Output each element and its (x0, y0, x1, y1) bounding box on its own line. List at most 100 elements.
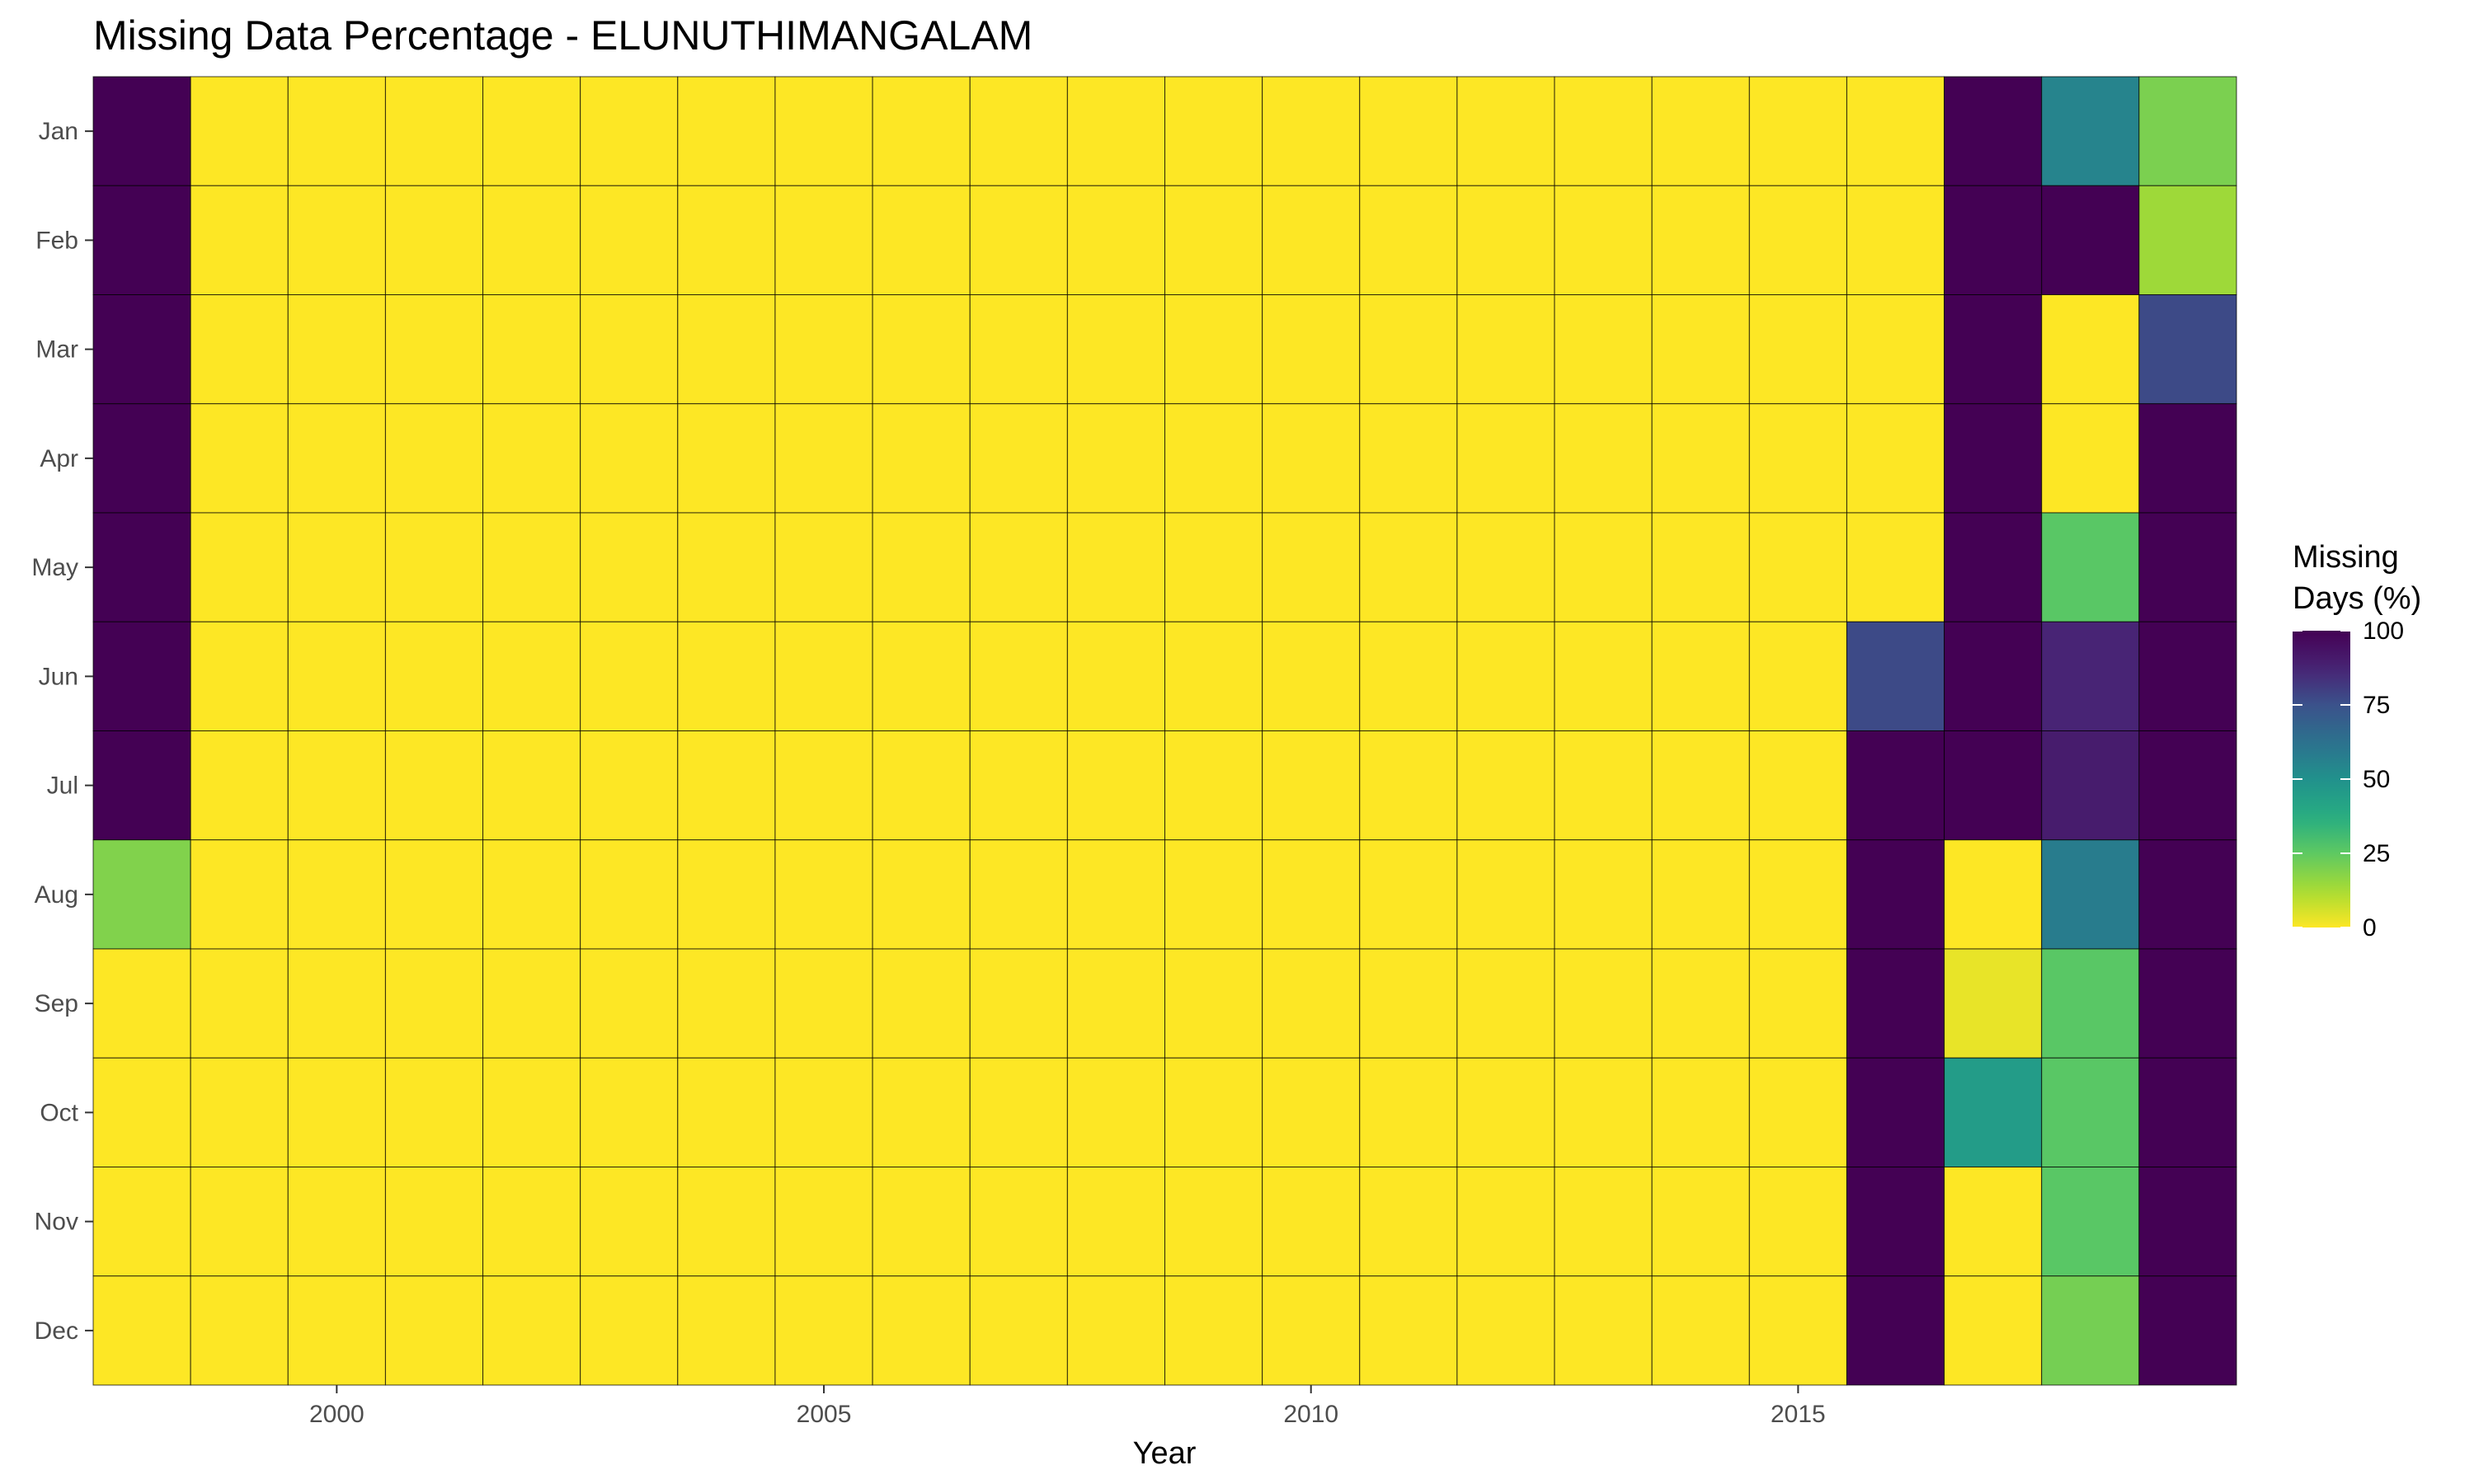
heatmap-cell-sep-2002 (482, 948, 581, 1059)
heatmap-cell-dec-2014 (1651, 1275, 1750, 1386)
heatmap-cell-feb-2001 (384, 185, 484, 295)
heatmap-cell-dec-2012 (1456, 1275, 1555, 1386)
heatmap-cell-mar-2018 (2041, 294, 2140, 405)
heatmap-cell-aug-2014 (1651, 839, 1750, 950)
heatmap-cell-jun-2009 (1164, 621, 1263, 731)
heatmap-cell-feb-1998 (92, 185, 191, 295)
heatmap-cell-feb-2010 (1262, 185, 1361, 295)
y-tick-label: Mar (35, 336, 78, 364)
y-tick-label: May (31, 554, 78, 581)
heatmap-cell-apr-2011 (1359, 403, 1458, 514)
heatmap-cell-dec-2016 (1846, 1275, 1945, 1386)
heatmap-cell-jun-1999 (190, 621, 289, 731)
heatmap-cell-may-2017 (1944, 512, 2043, 622)
heatmap-cell-apr-2004 (677, 403, 776, 514)
heatmap-cell-apr-2015 (1748, 403, 1847, 514)
heatmap-cell-apr-1998 (92, 403, 191, 514)
heatmap-cell-aug-2005 (774, 839, 873, 950)
y-tick-label: Feb (35, 227, 78, 254)
heatmap-cell-aug-2009 (1164, 839, 1263, 950)
heatmap-cell-dec-2002 (482, 1275, 581, 1386)
heatmap-cell-jul-2007 (969, 730, 1068, 841)
heatmap-cell-sep-2001 (384, 948, 484, 1059)
heatmap-cell-nov-2011 (1359, 1167, 1458, 1277)
heatmap-cell-jul-2005 (774, 730, 873, 841)
x-tick-label: 2010 (1283, 1401, 1338, 1428)
heatmap-cell-dec-2001 (384, 1275, 484, 1386)
heatmap-cell-jul-2004 (677, 730, 776, 841)
heatmap-cell-aug-2002 (482, 839, 581, 950)
heatmap-cell-oct-2017 (1944, 1057, 2043, 1167)
heatmap-cell-jun-2007 (969, 621, 1068, 731)
legend-tick-label: 0 (2363, 914, 2377, 942)
heatmap-cell-mar-2019 (2138, 294, 2237, 405)
heatmap-cell-jan-2004 (677, 76, 776, 186)
heatmap-cell-apr-2002 (482, 403, 581, 514)
heatmap-cell-nov-2018 (2041, 1167, 2140, 1277)
heatmap-cell-jan-2005 (774, 76, 873, 186)
heatmap-cell-may-2019 (2138, 512, 2237, 622)
heatmap-cell-feb-2012 (1456, 185, 1555, 295)
y-tick-label: Jul (47, 773, 78, 800)
heatmap-cell-nov-2005 (774, 1167, 873, 1277)
heatmap-cell-feb-2000 (287, 185, 386, 295)
heatmap-cell-jun-1998 (92, 621, 191, 731)
heatmap-cell-may-2010 (1262, 512, 1361, 622)
heatmap-cell-jan-2019 (2138, 76, 2237, 186)
legend-tick-label: 50 (2363, 766, 2390, 793)
heatmap-cell-may-1998 (92, 512, 191, 622)
heatmap-cell-sep-1998 (92, 948, 191, 1059)
heatmap-cell-dec-2003 (580, 1275, 679, 1386)
heatmap-cell-mar-1999 (190, 294, 289, 405)
heatmap-cell-may-2003 (580, 512, 679, 622)
heatmap-cell-apr-2010 (1262, 403, 1361, 514)
heatmap-cell-oct-2003 (580, 1057, 679, 1167)
heatmap-cell-may-2005 (774, 512, 873, 622)
x-tick-label: 2000 (309, 1401, 365, 1428)
heatmap-cell-sep-2010 (1262, 948, 1361, 1059)
heatmap-cell-dec-2010 (1262, 1275, 1361, 1386)
heatmap-cell-dec-2019 (2138, 1275, 2237, 1386)
heatmap-cell-dec-2007 (969, 1275, 1068, 1386)
y-tick-label: Oct (40, 1099, 78, 1126)
heatmap-cell-oct-2019 (2138, 1057, 2237, 1167)
heatmap-cell-aug-2003 (580, 839, 679, 950)
legend-title-line1: Missing (2293, 540, 2399, 575)
heatmap-cell-jul-2013 (1554, 730, 1653, 841)
heatmap-cell-jun-2015 (1748, 621, 1847, 731)
heatmap-cell-jun-2006 (872, 621, 971, 731)
heatmap-cell-feb-2019 (2138, 185, 2237, 295)
heatmap-cell-jun-2005 (774, 621, 873, 731)
legend: Missing Days (%) 0 25 50 75 100 (2293, 540, 2421, 942)
heatmap-cell-aug-2012 (1456, 839, 1555, 950)
heatmap-cell-feb-2004 (677, 185, 776, 295)
y-tick-label: Nov (35, 1209, 78, 1236)
heatmap-cell-jul-1998 (92, 730, 191, 841)
heatmap-cell-feb-2007 (969, 185, 1068, 295)
heatmap-cell-dec-2013 (1554, 1275, 1653, 1386)
legend-tick-label: 75 (2363, 692, 2390, 719)
heatmap-cell-dec-2009 (1164, 1275, 1263, 1386)
heatmap-cell-mar-2014 (1651, 294, 1750, 405)
heatmap-cell-feb-2009 (1164, 185, 1263, 295)
heatmap-cell-feb-2008 (1066, 185, 1166, 295)
heatmap-cell-sep-2000 (287, 948, 386, 1059)
heatmap-cell-nov-2007 (969, 1167, 1068, 1277)
legend-title-line2: Days (%) (2293, 581, 2421, 616)
heatmap-cell-feb-2011 (1359, 185, 1458, 295)
heatmap-cell-jan-2010 (1262, 76, 1361, 186)
heatmap-cell-jan-2011 (1359, 76, 1458, 186)
heatmap-cell-oct-1999 (190, 1057, 289, 1167)
heatmap-cell-aug-2008 (1066, 839, 1166, 950)
heatmap-cell-apr-2016 (1846, 403, 1945, 514)
heatmap-cell-oct-2000 (287, 1057, 386, 1167)
heatmap-cell-dec-2005 (774, 1275, 873, 1386)
heatmap-cell-oct-2010 (1262, 1057, 1361, 1167)
heatmap-cell-jun-2012 (1456, 621, 1555, 731)
heatmap-cell-nov-2019 (2138, 1167, 2237, 1277)
heatmap-cell-may-2018 (2041, 512, 2140, 622)
heatmap-cell-feb-2017 (1944, 185, 2043, 295)
heatmap-cell-jul-2011 (1359, 730, 1458, 841)
heatmap-cell-jan-2016 (1846, 76, 1945, 186)
heatmap-cell-jul-1999 (190, 730, 289, 841)
